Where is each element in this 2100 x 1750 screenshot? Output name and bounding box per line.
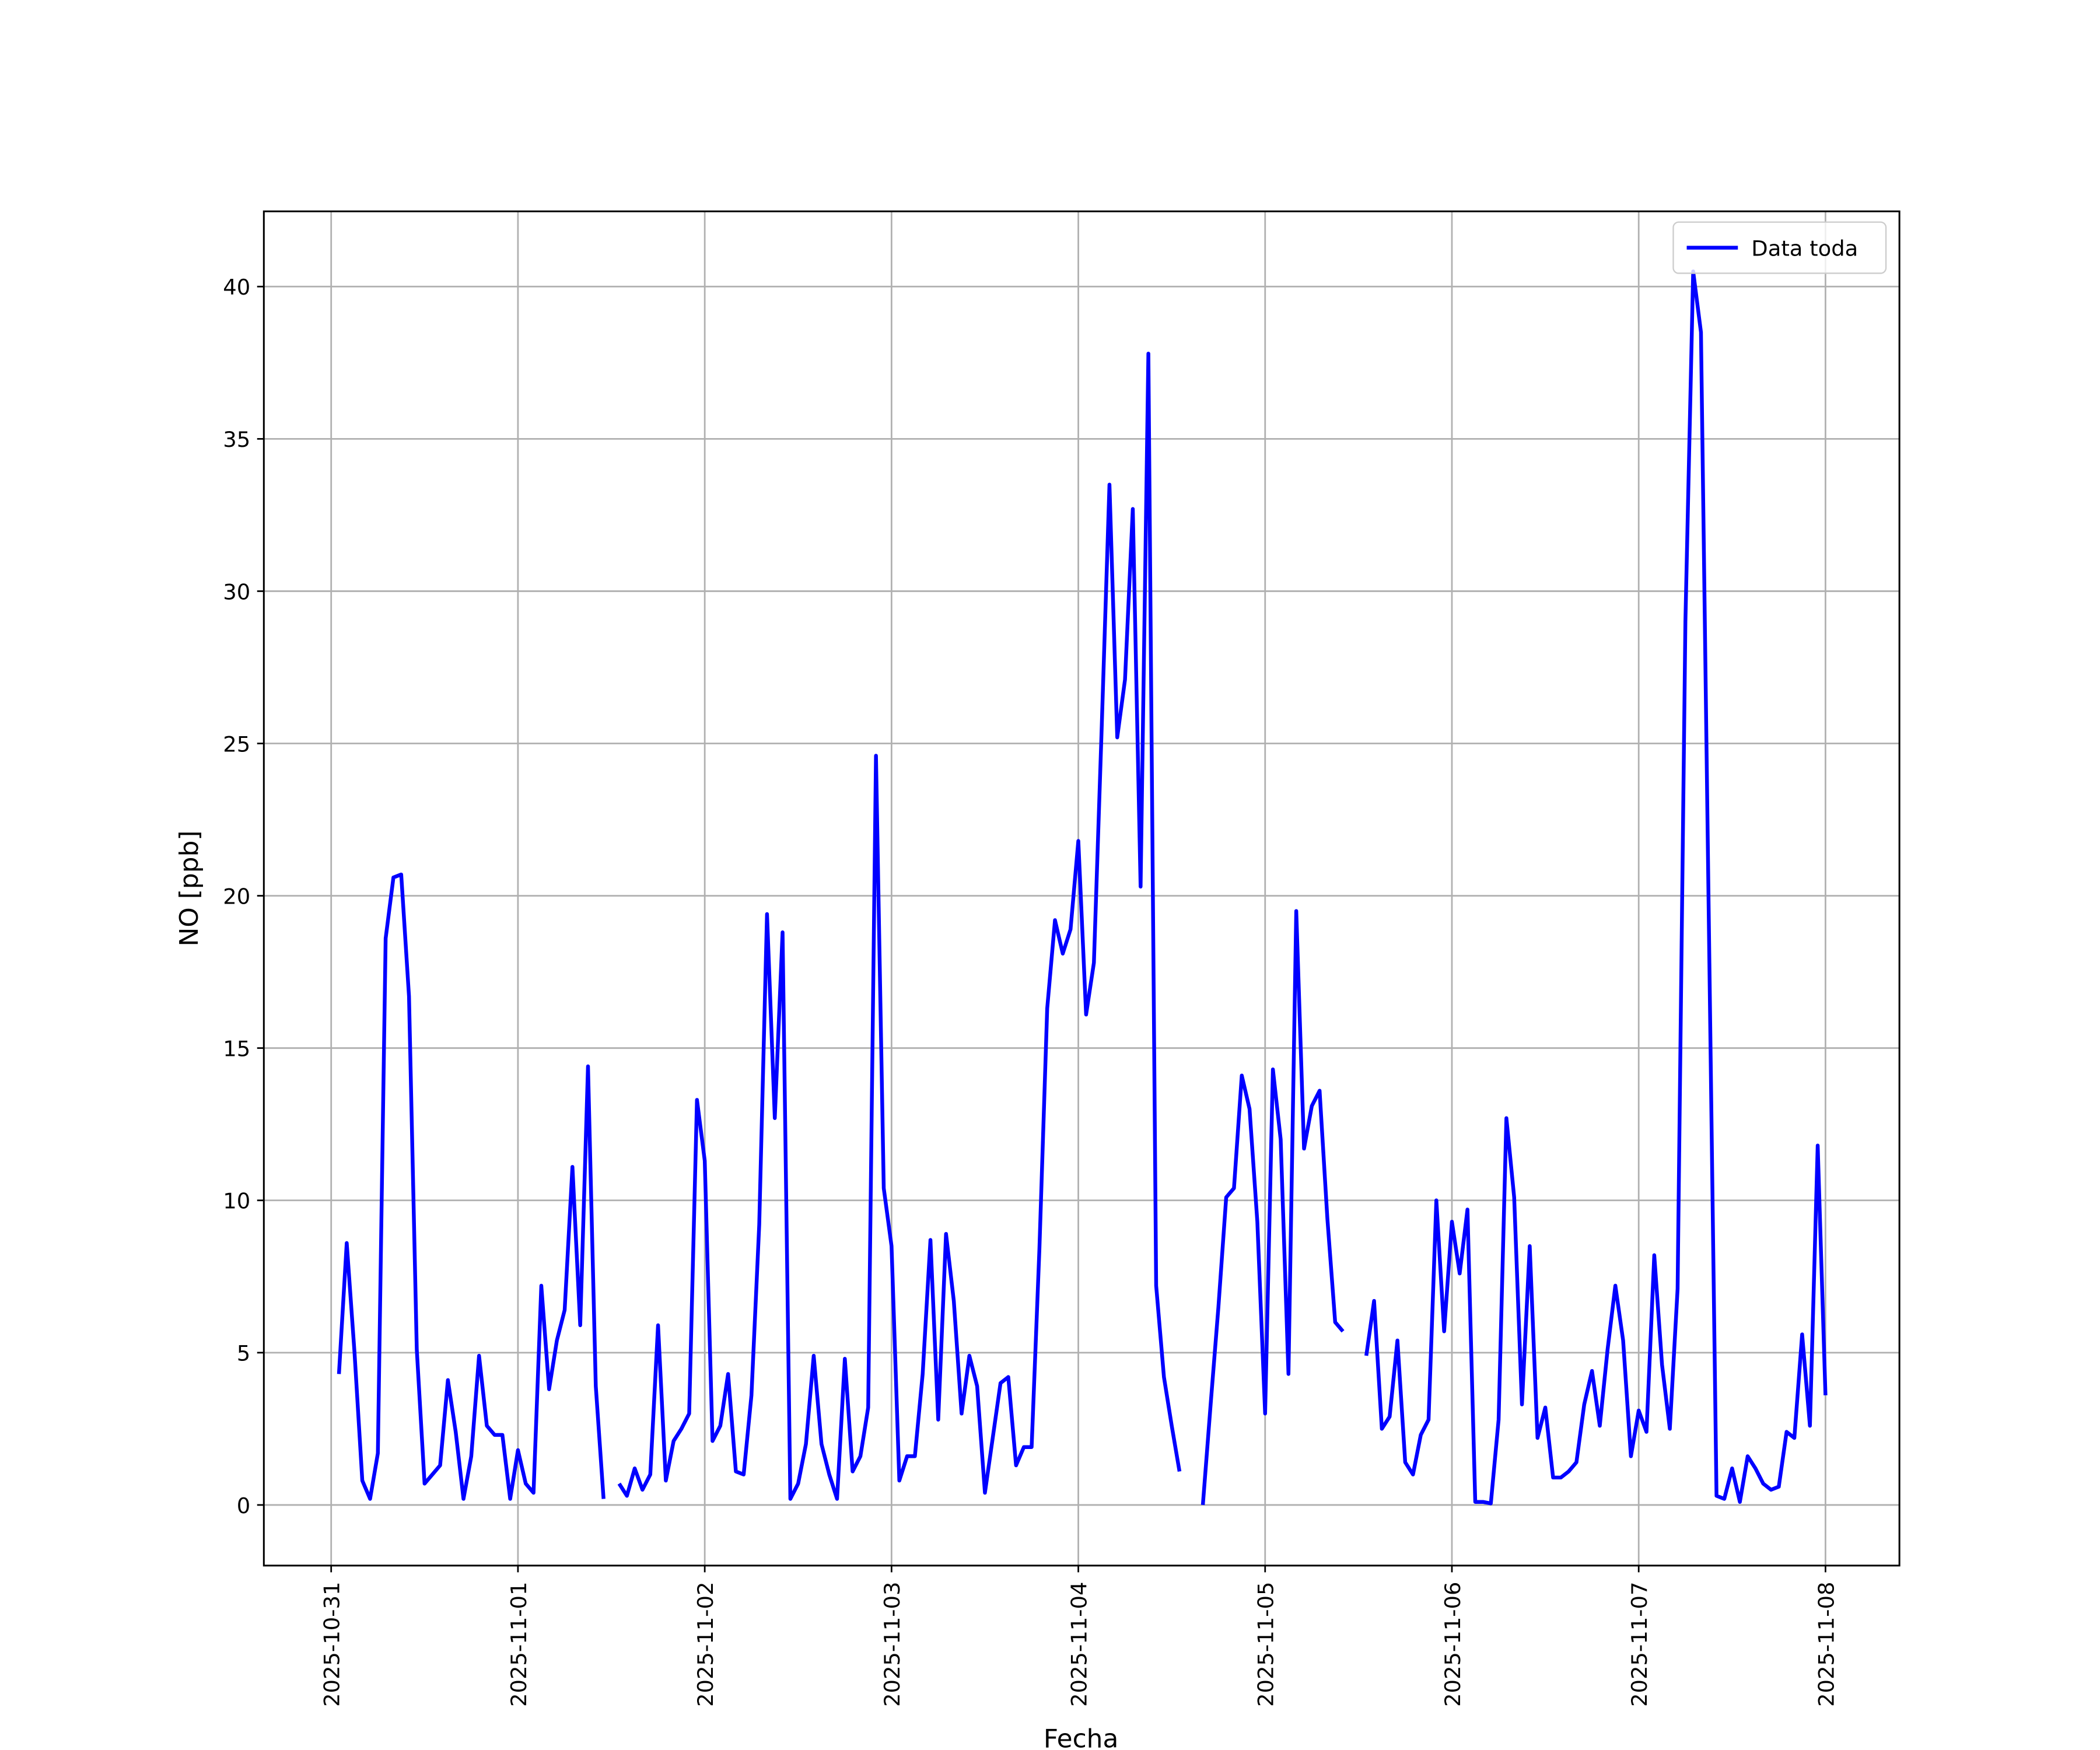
- x-tick-label: 2025-11-05: [1254, 1582, 1279, 1707]
- x-axis-label: Fecha: [1044, 1724, 1119, 1750]
- x-tick-label: 2025-11-06: [1440, 1582, 1465, 1707]
- data-line: [337, 269, 1828, 1506]
- y-tick-label: 5: [237, 1341, 250, 1366]
- y-tick-label: 35: [223, 427, 250, 452]
- y-tick-label: 10: [223, 1189, 250, 1214]
- y-tick-label: 0: [237, 1493, 250, 1518]
- y-tick-label: 15: [223, 1037, 250, 1062]
- x-tick-label: 2025-11-07: [1627, 1582, 1652, 1707]
- legend-label: Data toda: [1751, 236, 1858, 261]
- x-tick-label: 2025-11-08: [1814, 1582, 1839, 1707]
- legend-box: [1672, 221, 1887, 274]
- y-tick-label: 30: [223, 579, 250, 604]
- x-tick-label: 2025-11-03: [880, 1582, 905, 1707]
- y-tick-label: 20: [223, 884, 250, 909]
- x-tick-label: 2025-11-02: [693, 1582, 718, 1707]
- x-tick-label: 2025-10-31: [320, 1582, 345, 1707]
- y-tick-label: 40: [223, 275, 250, 300]
- x-tick-label: 2025-11-04: [1066, 1582, 1091, 1707]
- plot-frame: [262, 210, 1901, 1567]
- y-axis-label: NO [ppb]: [174, 831, 204, 947]
- y-tick-label: 25: [223, 732, 250, 757]
- x-tick-label: 2025-11-01: [506, 1582, 531, 1707]
